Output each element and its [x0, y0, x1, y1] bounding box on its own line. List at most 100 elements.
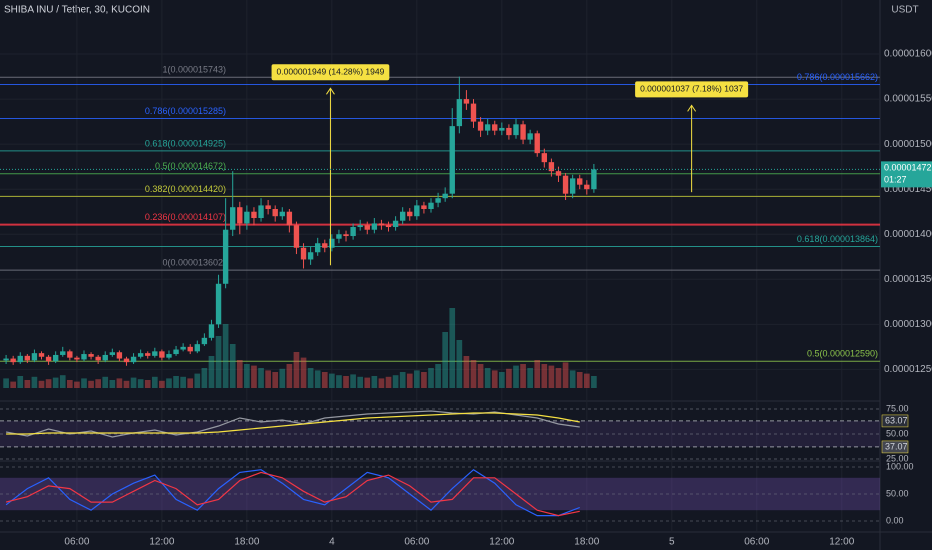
volume-bar: [463, 356, 470, 388]
candle-body: [414, 205, 420, 217]
candle-body: [307, 252, 314, 260]
volume-bar: [343, 376, 349, 388]
y-tick-label: 0.00001300: [884, 319, 932, 330]
candle-body: [180, 346, 186, 350]
fib-label: 0.786(0.000015285): [145, 106, 226, 116]
rsi-tick-label: 75.00: [886, 403, 909, 413]
volume-bar: [506, 368, 512, 388]
candle-body: [237, 207, 243, 224]
fib-label: 0.618(0.000014925): [145, 138, 226, 148]
candle-body: [506, 127, 512, 136]
currency-label: USDT: [891, 5, 918, 16]
annotation-bg: [635, 81, 749, 98]
volume-bar: [59, 375, 66, 388]
volume-bar: [534, 360, 541, 388]
volume-bar: [576, 372, 583, 388]
candle-body: [449, 126, 455, 194]
volume-bar: [102, 376, 109, 388]
volume-bar: [456, 340, 463, 388]
candle-body: [343, 234, 349, 237]
rsi-level-label: 37.07: [885, 441, 908, 451]
stoch-tick-label: 50.00: [886, 488, 909, 498]
candle-body: [421, 205, 427, 210]
rsi-tick-label: 25.00: [886, 453, 909, 463]
candle-body: [251, 211, 257, 219]
annotation-label: 0.000001949 (14.28%) 1949: [277, 67, 385, 77]
volume-bar: [591, 376, 597, 388]
volume-bar: [555, 368, 562, 388]
volume-bar: [399, 372, 406, 388]
candle-body: [222, 229, 229, 284]
candle-body: [520, 124, 526, 140]
candle-body: [329, 238, 335, 248]
candle-body: [67, 351, 73, 358]
volume-bar: [293, 352, 300, 388]
volume-bar: [95, 379, 101, 388]
candle-body: [60, 351, 66, 355]
candle-body: [477, 121, 484, 131]
candle-body: [116, 352, 123, 359]
candle-body: [159, 351, 165, 358]
volume-bar: [541, 364, 548, 388]
candle-body: [350, 227, 356, 237]
y-tick-label: 0.00001400: [884, 229, 932, 240]
volume-bar: [52, 377, 59, 388]
candle-body: [484, 124, 491, 131]
candle-body: [52, 354, 59, 362]
candle-body: [109, 352, 116, 355]
x-tick-label: 4: [329, 537, 335, 548]
x-tick-label: 5: [669, 537, 675, 548]
candle-body: [38, 353, 45, 357]
candle-body: [378, 223, 385, 226]
candle-body: [513, 124, 519, 136]
candle-body: [364, 225, 370, 230]
fib-label: 0.5(0.000012590): [807, 349, 878, 359]
volume-bar: [279, 368, 286, 388]
volume-bar: [329, 373, 335, 388]
rsi-ma-line: [6, 412, 580, 435]
volume-bar: [272, 372, 279, 388]
rsi-tick-label: 50.00: [886, 428, 909, 438]
candle-body: [584, 184, 590, 190]
volume-bar: [336, 375, 342, 388]
volume-bar: [300, 357, 307, 388]
x-tick-label: 12:00: [829, 537, 854, 548]
candle-body: [371, 223, 378, 230]
volume-bar: [286, 364, 293, 388]
candle-body: [152, 351, 158, 356]
volume-bar: [66, 380, 73, 388]
candle-body: [456, 99, 463, 127]
candle-body: [10, 358, 16, 363]
fib-label: 0.382(0.000014420): [145, 184, 226, 194]
y-tick-label: 0.00001500: [884, 139, 932, 150]
candle-body: [166, 354, 172, 358]
volume-bar: [421, 372, 427, 388]
candle-body: [194, 344, 200, 352]
volume-bar: [428, 368, 434, 388]
x-tick-label: 06:00: [404, 537, 429, 548]
countdown-label: 01:27: [884, 175, 907, 185]
volume-bar: [173, 376, 179, 388]
volume-bar: [477, 364, 484, 388]
candle-body: [407, 211, 413, 217]
volume-bar: [406, 373, 413, 388]
arrow-head: [687, 104, 697, 112]
stoch-tick-label: 0.00: [886, 515, 904, 525]
volume-bar: [215, 336, 222, 388]
candle-body: [123, 358, 130, 363]
volume-bar: [498, 372, 505, 388]
volume-bar: [548, 365, 555, 388]
candle-body: [88, 354, 94, 357]
candle-body: [492, 124, 498, 131]
candle-body: [527, 133, 533, 140]
volume-bar: [201, 368, 208, 388]
x-tick-label: 06:00: [744, 537, 769, 548]
volume-bar: [116, 378, 123, 388]
volume-bar: [109, 380, 116, 388]
volume-bar: [229, 344, 236, 388]
volume-bar: [491, 370, 498, 388]
fib-label: 0(0.000013602): [162, 257, 226, 267]
volume-bar: [357, 376, 364, 388]
last-price-label: 0.00001472: [884, 163, 932, 173]
